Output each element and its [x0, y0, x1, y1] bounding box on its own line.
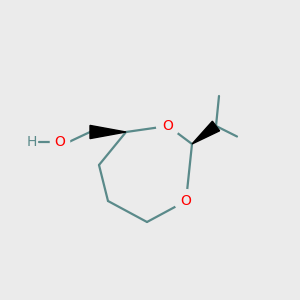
Polygon shape — [90, 125, 126, 139]
Circle shape — [50, 132, 70, 152]
Circle shape — [175, 190, 197, 212]
Text: O: O — [181, 194, 191, 208]
Text: O: O — [163, 119, 173, 133]
Polygon shape — [192, 121, 220, 144]
Circle shape — [157, 115, 179, 137]
Text: O: O — [55, 135, 65, 149]
Text: H: H — [26, 135, 37, 149]
